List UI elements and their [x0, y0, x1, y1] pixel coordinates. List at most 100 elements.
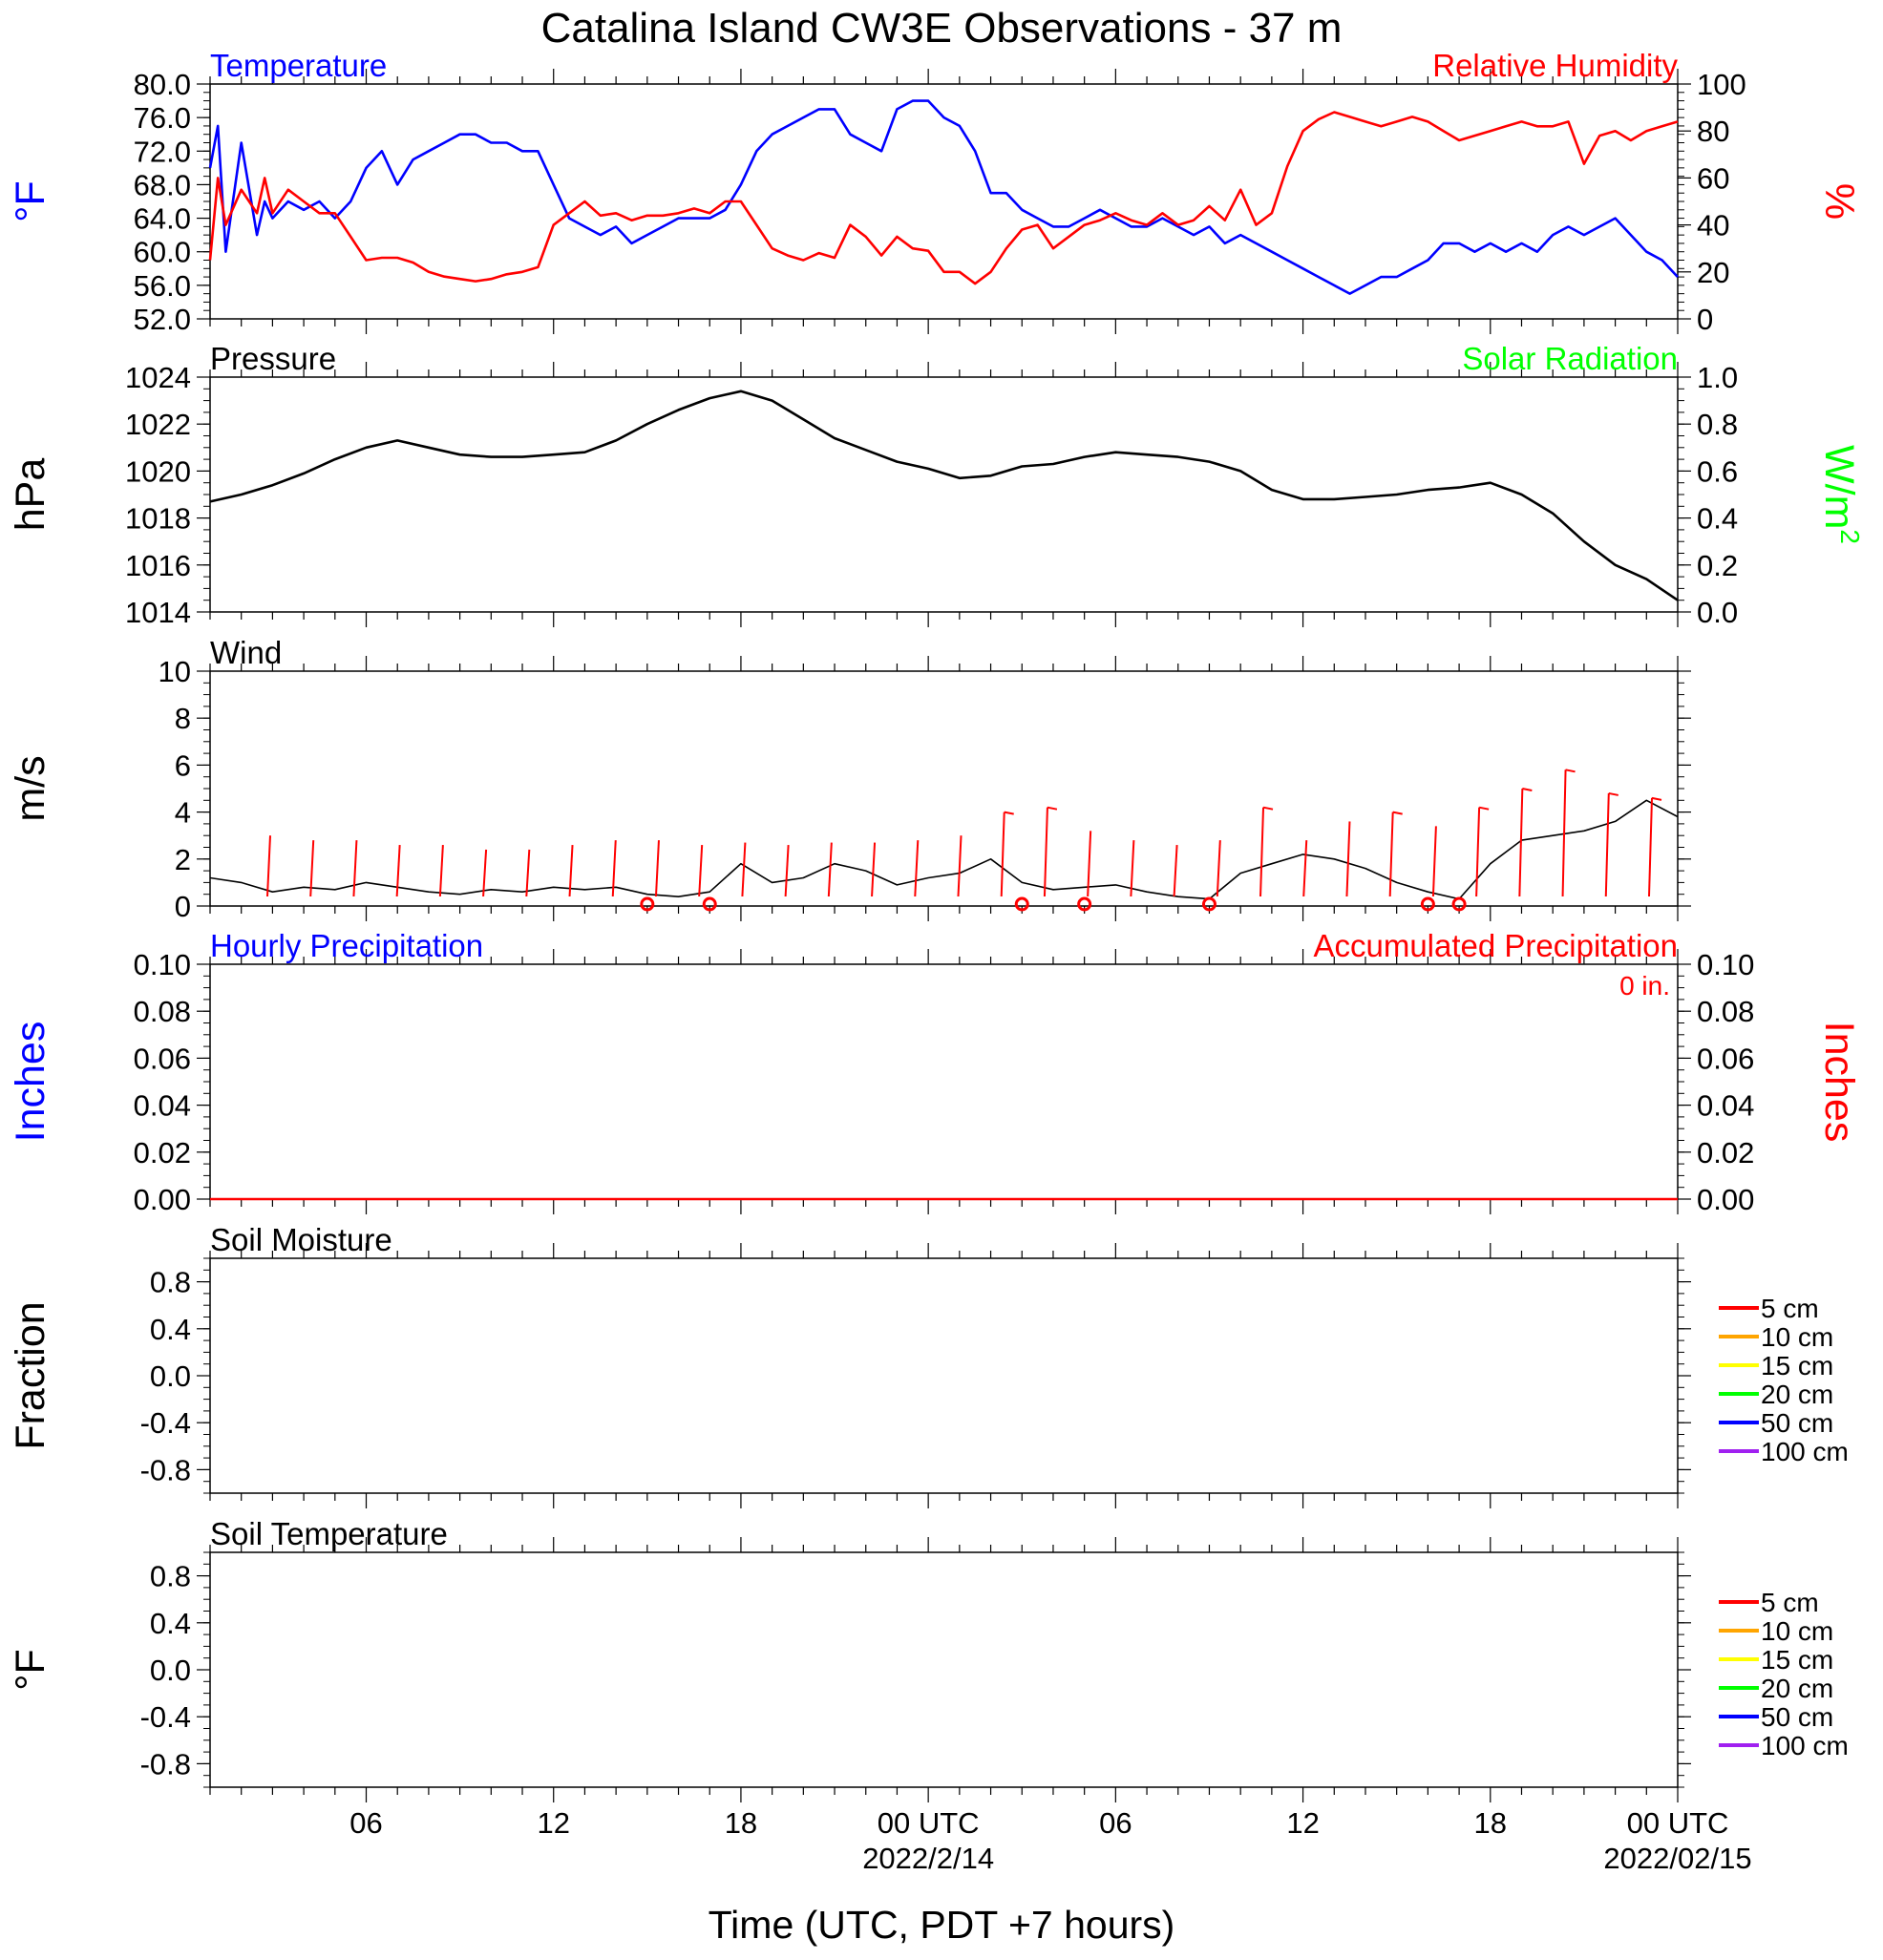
wind-barb	[395, 844, 401, 897]
panel-title: Pressure	[210, 341, 336, 376]
series-line	[209, 799, 1679, 900]
legend-label: 20 cm	[1761, 1380, 1833, 1409]
legend-label: 5 cm	[1761, 1294, 1819, 1323]
x-tick-label: 00 UTC	[878, 1806, 980, 1840]
y-tick-label: -0.8	[140, 1747, 191, 1781]
wind-barb	[698, 844, 704, 897]
legend-label: 100 cm	[1761, 1731, 1849, 1760]
y-right-tick-label: 0.4	[1697, 502, 1738, 536]
x-tick-label: 06	[1099, 1806, 1132, 1840]
wind-barb-flag	[1651, 796, 1662, 801]
panel-wind: 0 2 4 6 8 10 Wind m/s	[8, 635, 1691, 923]
calm-wind-circle	[1420, 896, 1435, 912]
y-right-tick-label: 0.0	[1697, 596, 1738, 629]
wind-barb	[914, 840, 920, 897]
calm-wind-circle	[1201, 896, 1217, 912]
wind-barb	[1259, 807, 1265, 897]
wind-barb	[1302, 840, 1308, 897]
y-axis-label: hPa	[8, 458, 53, 532]
wind-barb	[309, 840, 315, 897]
y-tick-label: 80.0	[134, 68, 191, 101]
plot-frame	[209, 1551, 1679, 1788]
wind-barb-flag	[1522, 788, 1533, 791]
panel-hourly-precipitation: 0.00 0.02 0.04 0.06 0.08 0.10 0.00 0.02 0.04 0.06…	[8, 928, 1862, 1216]
y-tick-label: 56.0	[134, 269, 191, 303]
legend-label: 15 cm	[1761, 1645, 1833, 1675]
y-right-tick-label: 80	[1697, 115, 1729, 148]
y-right-tick-label: 0.04	[1697, 1089, 1754, 1123]
y-tick-label: 2	[175, 843, 191, 876]
y-tick-label: -0.4	[140, 1406, 191, 1440]
y-tick-label: 0.00	[134, 1183, 191, 1216]
y-right-tick-label: 40	[1697, 209, 1729, 242]
y-tick-label: 1024	[125, 361, 191, 394]
wind-barb	[1648, 797, 1653, 897]
wind-barb-flag	[1478, 806, 1490, 811]
y-tick-label: 0.10	[134, 948, 191, 981]
y-tick-label: 0.4	[150, 1607, 191, 1640]
y-tick-label: 76.0	[134, 101, 191, 135]
y-right-tick-label: 60	[1697, 161, 1729, 195]
y-right-tick-label: 0.00	[1697, 1183, 1754, 1216]
wind-barb	[1173, 844, 1178, 897]
wind-barb	[827, 842, 833, 897]
y-right-tick-label: 20	[1697, 256, 1729, 289]
y-tick-label: 6	[175, 748, 191, 782]
wind-barb	[1000, 811, 1005, 897]
y-right-tick-label: 100	[1697, 68, 1746, 101]
wind-barb	[1345, 821, 1351, 897]
panel-title: Hourly Precipitation	[210, 928, 483, 963]
y-tick-label: 68.0	[134, 168, 191, 201]
x-tick-date-label: 2022/2/14	[862, 1842, 994, 1875]
legend-label: 50 cm	[1761, 1702, 1833, 1732]
wind-barb	[1130, 840, 1135, 897]
wind-barb	[1388, 811, 1394, 897]
panel-soil-moisture: -0.8 -0.4 0.0 0.4 0.8 Soil Moisture Fraction 5 …	[8, 1222, 1849, 1508]
y-tick-label: 10	[159, 655, 191, 688]
wind-barb	[482, 849, 488, 897]
y-right-tick-label: 0.06	[1697, 1042, 1754, 1075]
y-right-tick-label: 0.6	[1697, 454, 1738, 488]
y-axis-label-right: W/m2	[1816, 445, 1865, 544]
y-tick-label: 0	[175, 890, 191, 923]
y-tick-label: 4	[175, 796, 191, 830]
wind-barb	[1475, 807, 1481, 897]
wind-barb-flag	[1004, 811, 1014, 815]
y-right-tick-label: 0.8	[1697, 408, 1738, 441]
wind-barb	[525, 849, 531, 897]
y-tick-label: 0.08	[134, 995, 191, 1028]
legend-label: 5 cm	[1761, 1588, 1819, 1617]
x-tick-label: 18	[1474, 1806, 1507, 1840]
y-tick-label: -0.4	[140, 1700, 191, 1734]
x-tick-label: 18	[725, 1806, 757, 1840]
y-tick-label: 72.0	[134, 135, 191, 168]
wind-barb	[1518, 788, 1524, 897]
wind-barb	[784, 844, 790, 897]
legend-label: 15 cm	[1761, 1351, 1833, 1380]
panel-title: Soil Temperature	[210, 1516, 448, 1551]
series-line	[208, 99, 1679, 295]
legend-label: 100 cm	[1761, 1437, 1849, 1466]
y-tick-label: 1022	[125, 408, 191, 441]
wind-barb	[1431, 826, 1437, 897]
panel-title: Temperature	[210, 48, 387, 83]
y-tick-label: 1020	[125, 454, 191, 488]
plot-frame	[209, 963, 1679, 1200]
wind-barb	[871, 842, 877, 897]
y-tick-label: 0.0	[150, 1359, 191, 1393]
y-tick-label: 0.8	[150, 1560, 191, 1593]
x-tick-label: 06	[349, 1806, 382, 1840]
x-tick-label: 12	[1286, 1806, 1319, 1840]
accumulated-total: 0 in.	[1619, 971, 1670, 1001]
wind-barb	[1087, 831, 1092, 897]
calm-wind-circle	[1014, 896, 1029, 912]
panel-title-right: Accumulated Precipitation	[1313, 928, 1678, 963]
y-tick-label: 1018	[125, 502, 191, 536]
y-tick-label: 64.0	[134, 202, 191, 236]
wind-barb	[957, 835, 963, 897]
y-right-tick-label: 0.02	[1697, 1136, 1754, 1170]
y-tick-label: 0.02	[134, 1136, 191, 1170]
wind-barb-flag	[1047, 806, 1058, 811]
